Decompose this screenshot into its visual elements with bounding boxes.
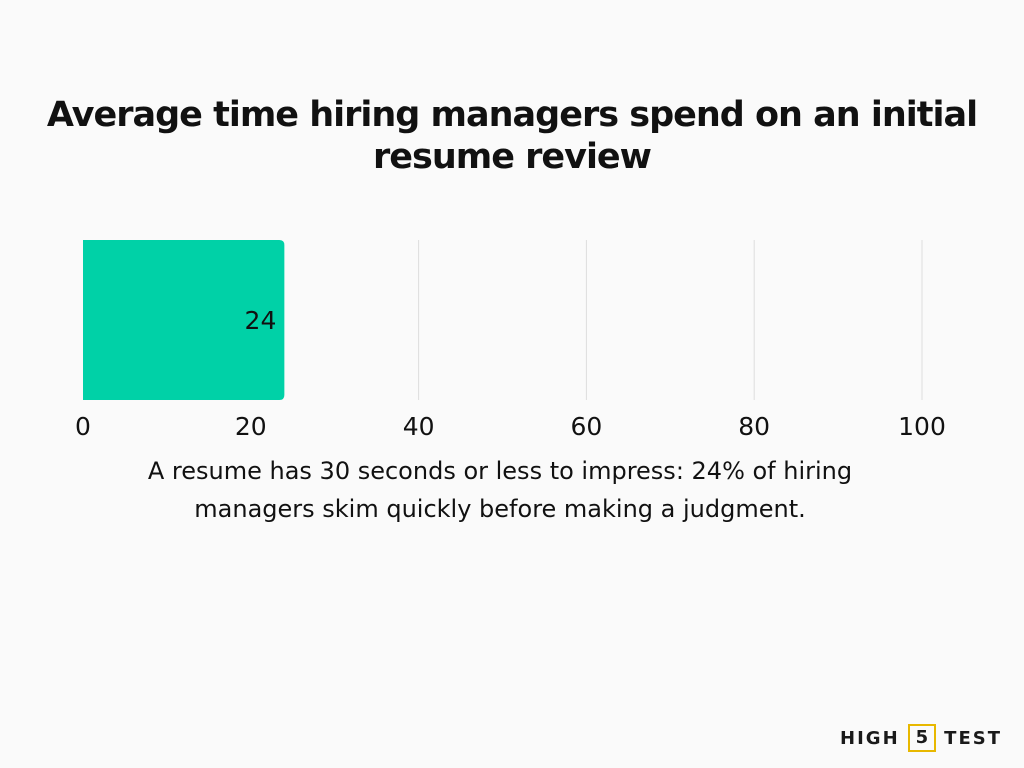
- bars: [83, 240, 285, 400]
- x-tick-label: 60: [570, 412, 602, 441]
- chart-caption: A resume has 30 seconds or less to impre…: [147, 457, 853, 523]
- brand-text-right: TEST: [944, 727, 1002, 749]
- x-tick-label: 80: [738, 412, 770, 441]
- x-axis-ticks: 0 20 40 60 80 100: [75, 412, 946, 441]
- x-tick-label: 20: [235, 412, 267, 441]
- bar-chart: 24 0 20 40 60 80 100: [75, 240, 946, 441]
- chart-title: Average time hiring managers spend on an…: [46, 95, 978, 177]
- x-tick-label: 0: [75, 412, 91, 441]
- data-labels: 24: [245, 306, 277, 335]
- gridlines: [250, 240, 923, 400]
- x-tick-label: 40: [403, 412, 435, 441]
- bar: [83, 240, 285, 400]
- x-tick-label: 100: [898, 412, 946, 441]
- brand-logo: HIGH 5 TEST: [840, 724, 1002, 752]
- brand-box: 5: [907, 724, 937, 752]
- bar-value-label: 24: [245, 306, 277, 335]
- brand-text-left: HIGH: [840, 727, 900, 749]
